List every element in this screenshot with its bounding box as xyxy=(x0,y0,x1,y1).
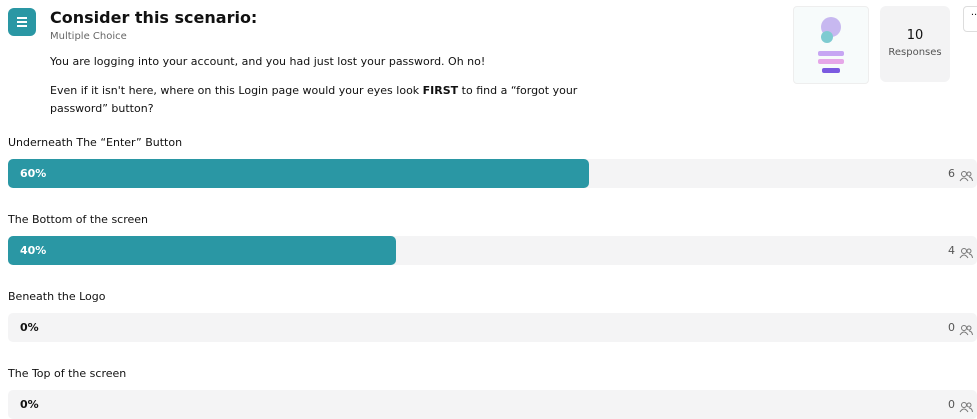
thumbnail xyxy=(793,6,869,84)
option-label: Beneath the Logo xyxy=(8,290,106,303)
bold-text: FIRST xyxy=(423,84,459,97)
people-icon-art xyxy=(959,170,973,182)
response-count: 0 xyxy=(948,321,955,334)
question-text: You are logging into your account, and y… xyxy=(50,55,485,68)
menu-button[interactable]: ·· xyxy=(963,6,977,32)
bar-track: 60% 6 xyxy=(8,159,977,188)
people-icon-art xyxy=(959,401,973,413)
question-title: Consider this scenario: xyxy=(50,8,257,27)
bar-track: 40% 4 xyxy=(8,236,977,265)
question-text: Even if it isn't here, where on this Log… xyxy=(50,82,590,118)
text: Even if it isn't here, where on this Log… xyxy=(50,84,423,97)
people-icon-art xyxy=(959,324,973,336)
bar xyxy=(8,159,589,188)
responses-count: 10 xyxy=(880,28,950,43)
people-icon-art xyxy=(959,247,973,259)
response-count: 0 xyxy=(948,398,955,411)
response-count: 4 xyxy=(948,244,955,257)
bar-track: 0% 0 xyxy=(8,390,977,419)
thumbnail-art xyxy=(794,7,868,83)
percent-label: 0% xyxy=(20,321,39,334)
survey-result: Consider this scenario: Multiple Choice … xyxy=(0,0,977,416)
percent-label: 0% xyxy=(20,398,39,411)
people-icon xyxy=(959,167,973,186)
percent-label: 40% xyxy=(20,244,46,257)
option-label: The Top of the screen xyxy=(8,367,126,380)
responses-label: Responses xyxy=(880,47,950,58)
bar xyxy=(8,236,396,265)
people-icon xyxy=(959,244,973,263)
question-type: Multiple Choice xyxy=(50,31,127,42)
people-icon xyxy=(959,398,973,417)
question-icon xyxy=(8,8,36,36)
people-icon xyxy=(959,321,973,340)
page: {"header": {"title": "Consider this scen… xyxy=(0,0,977,416)
option-label: Underneath The “Enter” Button xyxy=(8,136,182,149)
list-icon xyxy=(8,8,36,36)
responses-box: 10 Responses xyxy=(880,6,950,82)
response-count: 6 xyxy=(948,167,955,180)
option-label: The Bottom of the screen xyxy=(8,213,148,226)
bar-track: 0% 0 xyxy=(8,313,977,342)
percent-label: 60% xyxy=(20,167,46,180)
